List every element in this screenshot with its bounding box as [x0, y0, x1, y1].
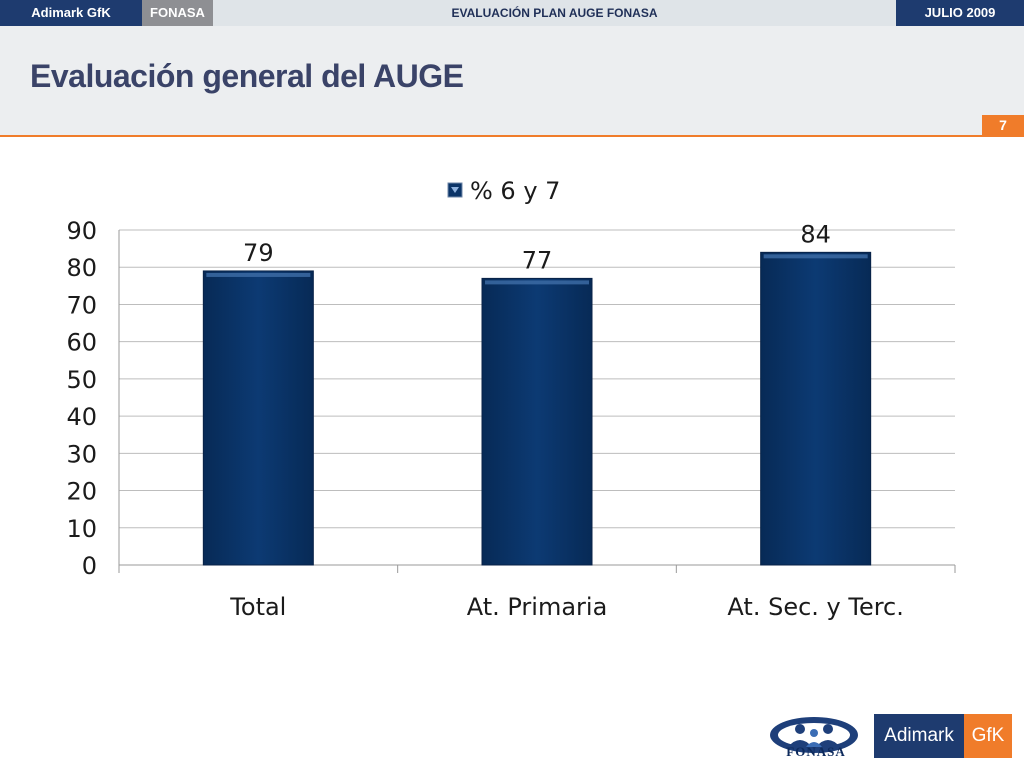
adimark-logo-gfk: GfK — [964, 714, 1012, 758]
labels: 0 10 20 30 40 50 60 70 80 90 79 Total 77 At. Primaria… — [66, 217, 903, 621]
header-band — [0, 26, 1024, 137]
y-tick-label: 90 — [66, 217, 97, 245]
bar-highlight — [206, 272, 311, 277]
y-tick-label: 0 — [82, 552, 97, 580]
y-tick-label: 10 — [66, 515, 97, 543]
bar-highlight — [763, 254, 868, 259]
y-tick-label: 60 — [66, 329, 97, 357]
project-title: EVALUACIÓN PLAN AUGE FONASA — [451, 6, 658, 20]
data-label: 77 — [522, 246, 553, 274]
client-label: FONASA — [142, 0, 213, 26]
fonasa-logo — [770, 717, 858, 753]
x-tick-label: Total — [229, 593, 286, 621]
bar — [481, 277, 593, 566]
brand-label: Adimark GfK — [0, 0, 142, 26]
bar — [202, 270, 314, 566]
date-label: JULIO 2009 — [896, 0, 1024, 26]
y-tick-label: 30 — [66, 440, 97, 468]
y-tick-label: 40 — [66, 403, 97, 431]
x-tick-label: At. Sec. y Terc. — [727, 593, 903, 621]
bar-chart: 0 10 20 30 40 50 60 70 80 90 79 Total 77 At. Primaria… — [66, 177, 956, 621]
bar-highlight — [485, 280, 589, 285]
y-tick-label: 50 — [66, 366, 97, 394]
x-tick-label: At. Primaria — [467, 593, 608, 621]
page-number: 7 — [982, 115, 1024, 135]
legend: % 6 y 7 — [447, 177, 560, 205]
adimark-logo-main: Adimark — [874, 714, 964, 758]
top-bar: Adimark GfK FONASA EVALUACIÓN PLAN AUGE … — [0, 0, 1024, 26]
fonasa-logo-text: FONASA — [786, 744, 846, 759]
adimark-gfk-logo: Adimark GfK — [874, 714, 1012, 758]
legend-swatch-chevron-icon — [451, 187, 459, 193]
page-title: Evaluación general del AUGE — [30, 58, 464, 94]
data-label: 84 — [800, 220, 831, 248]
y-tick-label: 80 — [66, 254, 97, 282]
legend-label: % 6 y 7 — [470, 177, 560, 205]
y-tick-label: 70 — [66, 291, 97, 319]
bars — [202, 251, 872, 566]
bar — [760, 251, 872, 566]
y-tick-label: 20 — [66, 478, 97, 506]
data-label: 79 — [243, 239, 274, 267]
